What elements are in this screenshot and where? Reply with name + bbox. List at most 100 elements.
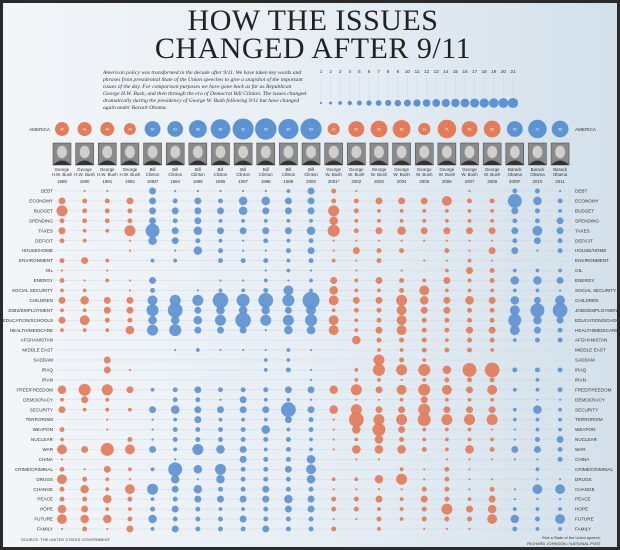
bubble xyxy=(82,218,88,224)
year-label: 1989 xyxy=(57,179,67,184)
bubble xyxy=(235,312,251,328)
america-bubble xyxy=(255,118,277,140)
bubble xyxy=(302,291,320,309)
bubble xyxy=(557,387,563,393)
scale-tick-label: 13 xyxy=(434,69,440,74)
credit: RICHARD JOHNSON / NATIONAL POST xyxy=(527,540,601,546)
bubble xyxy=(355,259,358,262)
america-value: 30 xyxy=(332,127,336,131)
bubble xyxy=(512,268,517,273)
bubble xyxy=(308,427,314,433)
bubble xyxy=(147,324,159,336)
bubble xyxy=(126,386,134,394)
bubble xyxy=(422,278,427,283)
bubble xyxy=(285,516,291,522)
bubble xyxy=(218,427,223,433)
bubble xyxy=(238,306,248,315)
bubble xyxy=(194,386,202,394)
america-value: 66 xyxy=(196,127,200,131)
bubble xyxy=(79,315,90,326)
bubble xyxy=(240,476,246,482)
bubble xyxy=(444,486,450,492)
suit-shape xyxy=(98,160,117,165)
bubble xyxy=(57,474,67,485)
bubble xyxy=(352,445,361,454)
bubble xyxy=(465,445,474,454)
bubble xyxy=(421,516,427,522)
bubble xyxy=(167,302,183,318)
bubble xyxy=(444,496,450,502)
bubble xyxy=(149,276,157,284)
face-shape xyxy=(396,145,407,159)
bubble xyxy=(172,516,178,522)
bubble xyxy=(264,249,267,252)
bubble xyxy=(239,515,247,523)
bubble xyxy=(174,249,177,252)
face-shape xyxy=(509,145,520,159)
bubble xyxy=(82,496,88,502)
bubble xyxy=(263,516,269,522)
year-label: 1994 xyxy=(170,179,180,184)
bubble xyxy=(263,456,269,462)
year-label: 1990 xyxy=(80,179,90,184)
row-label-left: JOBS/EMPLOYMENT xyxy=(8,308,54,313)
bubble xyxy=(328,315,339,326)
bubble xyxy=(354,318,359,323)
bubble xyxy=(171,207,179,215)
bubble xyxy=(513,428,516,431)
bubble xyxy=(396,325,407,336)
bubble xyxy=(352,247,360,255)
bubble xyxy=(443,406,451,414)
year-label: 1997 xyxy=(238,179,248,184)
bubble xyxy=(219,279,222,282)
row-label-left: CHANGE xyxy=(33,487,53,492)
bubble xyxy=(106,418,109,421)
america-bubble xyxy=(483,120,501,138)
bubble xyxy=(484,362,500,378)
bubble xyxy=(558,208,562,213)
bubble xyxy=(195,516,201,522)
suit-shape xyxy=(302,160,321,165)
bubble xyxy=(423,527,426,531)
bubble xyxy=(558,507,562,511)
bubble xyxy=(328,325,339,336)
bubble xyxy=(284,197,292,205)
president-last-name: Clinton xyxy=(236,172,250,177)
bubble xyxy=(488,406,496,414)
bubble xyxy=(80,514,89,524)
bubble xyxy=(535,377,540,382)
bubble xyxy=(239,445,247,453)
year-label: 2010 xyxy=(533,179,543,184)
bubble xyxy=(105,228,110,233)
bubble xyxy=(239,396,247,404)
america-label-left: AMERICA xyxy=(29,127,51,132)
america-value: 58 xyxy=(558,127,562,131)
row-label-left: DEFICIT xyxy=(35,238,53,243)
america-bubble xyxy=(370,120,388,138)
america-bubble xyxy=(392,120,411,138)
bubble xyxy=(236,293,250,307)
bubble xyxy=(329,405,338,414)
president-last-name: W. Bush xyxy=(326,172,343,177)
bubble xyxy=(82,208,88,214)
bubble xyxy=(556,227,564,235)
bubble xyxy=(328,205,340,217)
bubble xyxy=(557,367,563,373)
bubble xyxy=(331,308,336,313)
america-bubble xyxy=(77,121,92,137)
america-bubble xyxy=(100,122,115,136)
row-label-right: WAR xyxy=(575,447,586,452)
bubble xyxy=(444,218,449,223)
bubble xyxy=(467,397,472,402)
scale-dot xyxy=(356,100,362,106)
bubble xyxy=(353,307,359,313)
bubble xyxy=(241,218,246,223)
bubble xyxy=(512,407,517,412)
suit-shape xyxy=(75,160,94,165)
year-label: 1998 xyxy=(261,179,271,184)
bubble xyxy=(445,527,448,531)
bubble xyxy=(422,437,427,442)
scale-tick-label: 17 xyxy=(472,69,478,74)
bubble xyxy=(60,437,64,442)
president-last-name: W. Bush xyxy=(461,172,478,177)
